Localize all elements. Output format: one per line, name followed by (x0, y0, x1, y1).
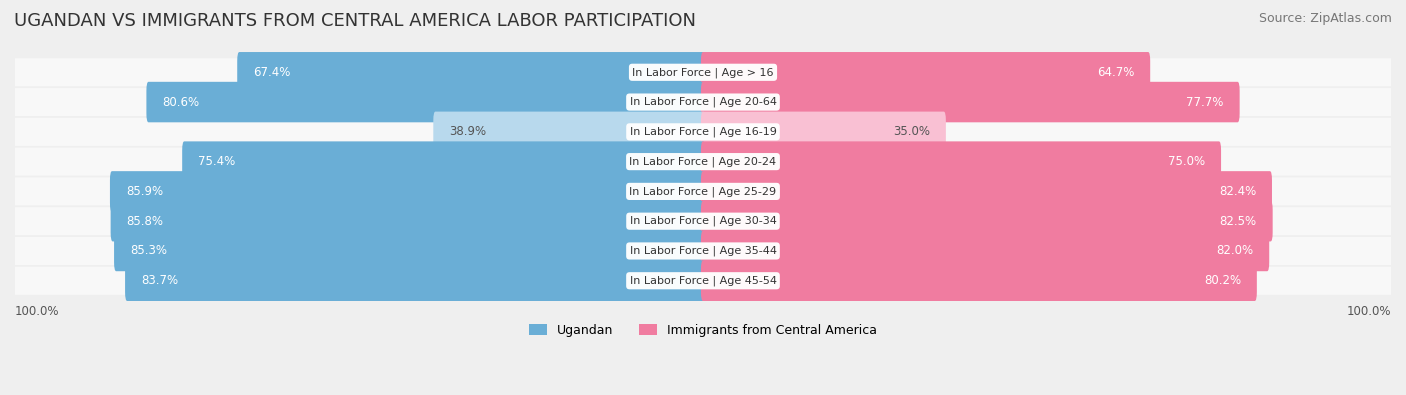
Text: 38.9%: 38.9% (449, 125, 486, 138)
Text: 100.0%: 100.0% (1347, 305, 1391, 318)
FancyBboxPatch shape (15, 118, 1391, 146)
FancyBboxPatch shape (702, 112, 946, 152)
Legend: Ugandan, Immigrants from Central America: Ugandan, Immigrants from Central America (523, 319, 883, 342)
Text: In Labor Force | Age 45-54: In Labor Force | Age 45-54 (630, 275, 776, 286)
FancyBboxPatch shape (702, 52, 1150, 92)
Text: 35.0%: 35.0% (893, 125, 929, 138)
FancyBboxPatch shape (15, 237, 1391, 265)
Text: 75.4%: 75.4% (198, 155, 235, 168)
Text: 83.7%: 83.7% (141, 274, 179, 287)
Text: 75.0%: 75.0% (1168, 155, 1205, 168)
FancyBboxPatch shape (15, 267, 1391, 295)
FancyBboxPatch shape (114, 231, 704, 271)
FancyBboxPatch shape (702, 231, 1270, 271)
FancyBboxPatch shape (433, 112, 704, 152)
FancyBboxPatch shape (15, 88, 1391, 116)
Text: 82.4%: 82.4% (1219, 185, 1256, 198)
Text: In Labor Force | Age 35-44: In Labor Force | Age 35-44 (630, 246, 776, 256)
Text: In Labor Force | Age 30-34: In Labor Force | Age 30-34 (630, 216, 776, 226)
Text: 80.6%: 80.6% (162, 96, 200, 109)
FancyBboxPatch shape (15, 177, 1391, 205)
Text: 82.0%: 82.0% (1216, 245, 1253, 258)
Text: 67.4%: 67.4% (253, 66, 291, 79)
Text: UGANDAN VS IMMIGRANTS FROM CENTRAL AMERICA LABOR PARTICIPATION: UGANDAN VS IMMIGRANTS FROM CENTRAL AMERI… (14, 12, 696, 30)
Text: In Labor Force | Age 16-19: In Labor Force | Age 16-19 (630, 126, 776, 137)
Text: 80.2%: 80.2% (1204, 274, 1241, 287)
Text: 64.7%: 64.7% (1097, 66, 1135, 79)
Text: 100.0%: 100.0% (15, 305, 59, 318)
FancyBboxPatch shape (125, 260, 704, 301)
FancyBboxPatch shape (702, 260, 1257, 301)
FancyBboxPatch shape (702, 141, 1220, 182)
Text: In Labor Force | Age 25-29: In Labor Force | Age 25-29 (630, 186, 776, 197)
FancyBboxPatch shape (702, 82, 1240, 122)
Text: Source: ZipAtlas.com: Source: ZipAtlas.com (1258, 12, 1392, 25)
Text: 82.5%: 82.5% (1220, 215, 1257, 228)
Text: 85.9%: 85.9% (125, 185, 163, 198)
Text: In Labor Force | Age 20-24: In Labor Force | Age 20-24 (630, 156, 776, 167)
FancyBboxPatch shape (110, 171, 704, 212)
FancyBboxPatch shape (702, 201, 1272, 241)
FancyBboxPatch shape (146, 82, 704, 122)
FancyBboxPatch shape (238, 52, 704, 92)
FancyBboxPatch shape (15, 58, 1391, 86)
FancyBboxPatch shape (15, 148, 1391, 176)
FancyBboxPatch shape (111, 201, 704, 241)
FancyBboxPatch shape (15, 207, 1391, 235)
Text: 85.8%: 85.8% (127, 215, 163, 228)
FancyBboxPatch shape (702, 171, 1272, 212)
Text: In Labor Force | Age > 16: In Labor Force | Age > 16 (633, 67, 773, 77)
Text: In Labor Force | Age 20-64: In Labor Force | Age 20-64 (630, 97, 776, 107)
Text: 85.3%: 85.3% (129, 245, 167, 258)
FancyBboxPatch shape (183, 141, 704, 182)
Text: 77.7%: 77.7% (1187, 96, 1223, 109)
